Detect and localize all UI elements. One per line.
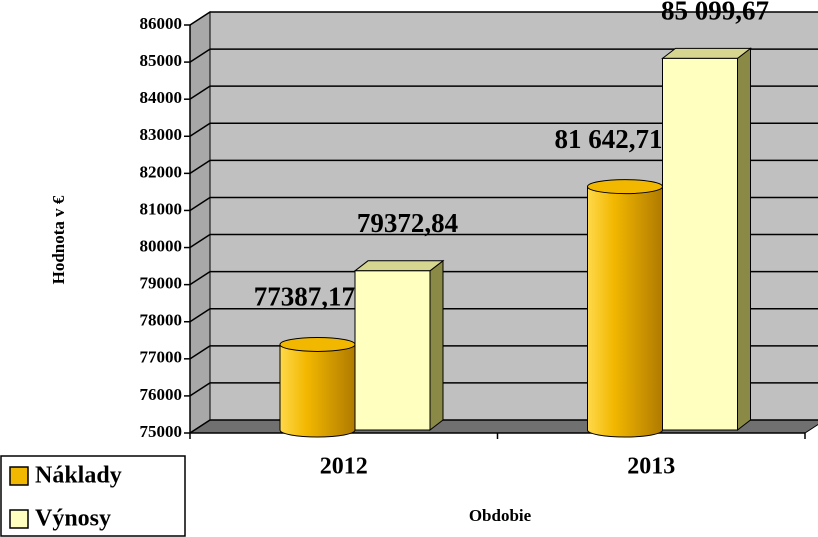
grid-line — [189, 159, 818, 174]
legend — [0, 455, 186, 537]
legend-label: Výnosy — [35, 506, 111, 532]
box-side — [429, 259, 444, 432]
cylinder-top — [279, 336, 356, 352]
cylinder-body — [279, 343, 356, 438]
y-tick-label: 82000 — [140, 162, 183, 181]
bar — [587, 179, 663, 438]
y-axis-title: Hodnota v € — [49, 195, 68, 284]
grid-line — [189, 11, 818, 26]
y-tick-label: 76000 — [140, 385, 183, 404]
box-side — [737, 47, 751, 432]
box-front — [662, 57, 738, 431]
bar — [353, 259, 445, 432]
legend-label: Náklady — [35, 463, 122, 489]
x-axis-title: Obdobie — [469, 506, 532, 525]
box-front — [354, 270, 431, 431]
cylinder-top — [587, 179, 663, 195]
y-tick-label: 75000 — [140, 422, 183, 441]
box-top — [353, 260, 445, 272]
box-top — [661, 47, 752, 59]
grid-line — [189, 48, 818, 63]
y-tick-label: 77000 — [140, 348, 183, 367]
y-tick-label: 79000 — [140, 274, 183, 293]
value-label: 85 099,67 — [661, 0, 769, 26]
side-wall — [189, 11, 211, 434]
y-tick-label: 78000 — [140, 311, 183, 330]
x-tick-label: 2013 — [627, 454, 675, 480]
value-label: 77387,17 — [254, 282, 355, 312]
value-label: 79372,84 — [357, 208, 458, 238]
x-tick-label: 2012 — [320, 454, 368, 480]
cylinder-body — [587, 186, 663, 438]
bar — [279, 336, 356, 438]
value-label: 81 642,71 — [555, 124, 663, 154]
grid-line — [189, 122, 818, 137]
y-tick-label: 84000 — [140, 88, 183, 107]
y-tick-label: 86000 — [140, 14, 183, 33]
y-tick-label: 80000 — [140, 236, 183, 255]
legend-swatch — [9, 509, 29, 529]
bar — [661, 47, 752, 432]
y-tick-label: 85000 — [140, 51, 183, 70]
legend-swatch — [9, 466, 29, 486]
y-tick-label: 83000 — [140, 125, 183, 144]
y-tick-label: 81000 — [140, 199, 183, 218]
grid-line — [189, 85, 818, 100]
